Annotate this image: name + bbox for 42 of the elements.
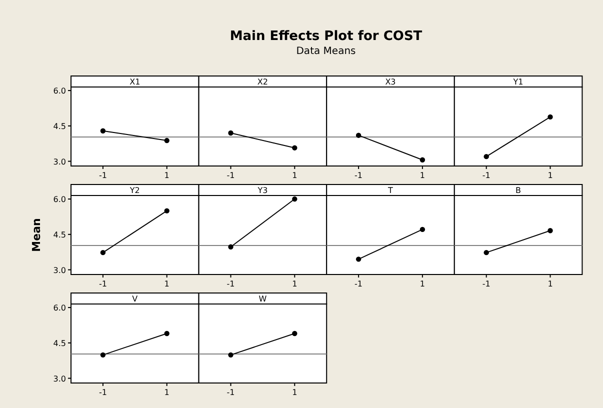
text: B	[516, 186, 522, 195]
y-tick-label: 3.0	[53, 374, 66, 384]
text: Main Effects Plot for COST	[230, 29, 422, 44]
x-tick-label: 1	[292, 388, 298, 397]
y-tick-label: 6.0	[53, 304, 66, 313]
x-tick-label: -1	[482, 280, 490, 288]
text: Y3	[256, 186, 268, 195]
y-tick-label: 6.0	[53, 86, 66, 96]
x-tick-label: -1	[98, 280, 107, 288]
text: W	[258, 294, 267, 304]
text: X1	[130, 78, 140, 86]
text: T	[387, 186, 394, 195]
x-tick-label: -1	[98, 388, 107, 397]
text: Data Means	[296, 46, 356, 57]
y-tick-label: 4.5	[53, 230, 66, 240]
x-tick-label: 1	[164, 171, 170, 180]
x-tick-label: -1	[226, 388, 235, 397]
x-tick-label: -1	[354, 171, 363, 180]
x-tick-label: 1	[548, 280, 553, 288]
x-tick-label: -1	[98, 171, 107, 180]
x-tick-label: 1	[164, 388, 170, 397]
text: X2	[257, 78, 268, 86]
x-tick-label: 1	[292, 280, 298, 288]
x-tick-label: 1	[420, 280, 425, 288]
x-tick-label: -1	[482, 171, 490, 180]
y-tick-label: 3.0	[53, 157, 66, 166]
y-tick-label: 3.0	[53, 266, 66, 275]
y-tick-label: 4.5	[53, 122, 66, 131]
text: X3	[385, 78, 396, 86]
y-axis-title: Mean	[30, 218, 43, 252]
text: Y2	[128, 186, 140, 195]
x-tick-label: 1	[292, 171, 298, 180]
x-tick-label: 1	[548, 171, 553, 180]
y-tick-label: 6.0	[53, 195, 66, 204]
x-tick-label: -1	[354, 280, 363, 288]
text: Y1	[512, 78, 524, 86]
y-tick-label: 4.5	[53, 338, 66, 348]
x-tick-label: -1	[226, 171, 235, 180]
x-tick-label: 1	[164, 280, 170, 288]
x-tick-label: 1	[420, 171, 425, 180]
text: V	[132, 294, 138, 304]
x-tick-label: -1	[226, 280, 235, 288]
